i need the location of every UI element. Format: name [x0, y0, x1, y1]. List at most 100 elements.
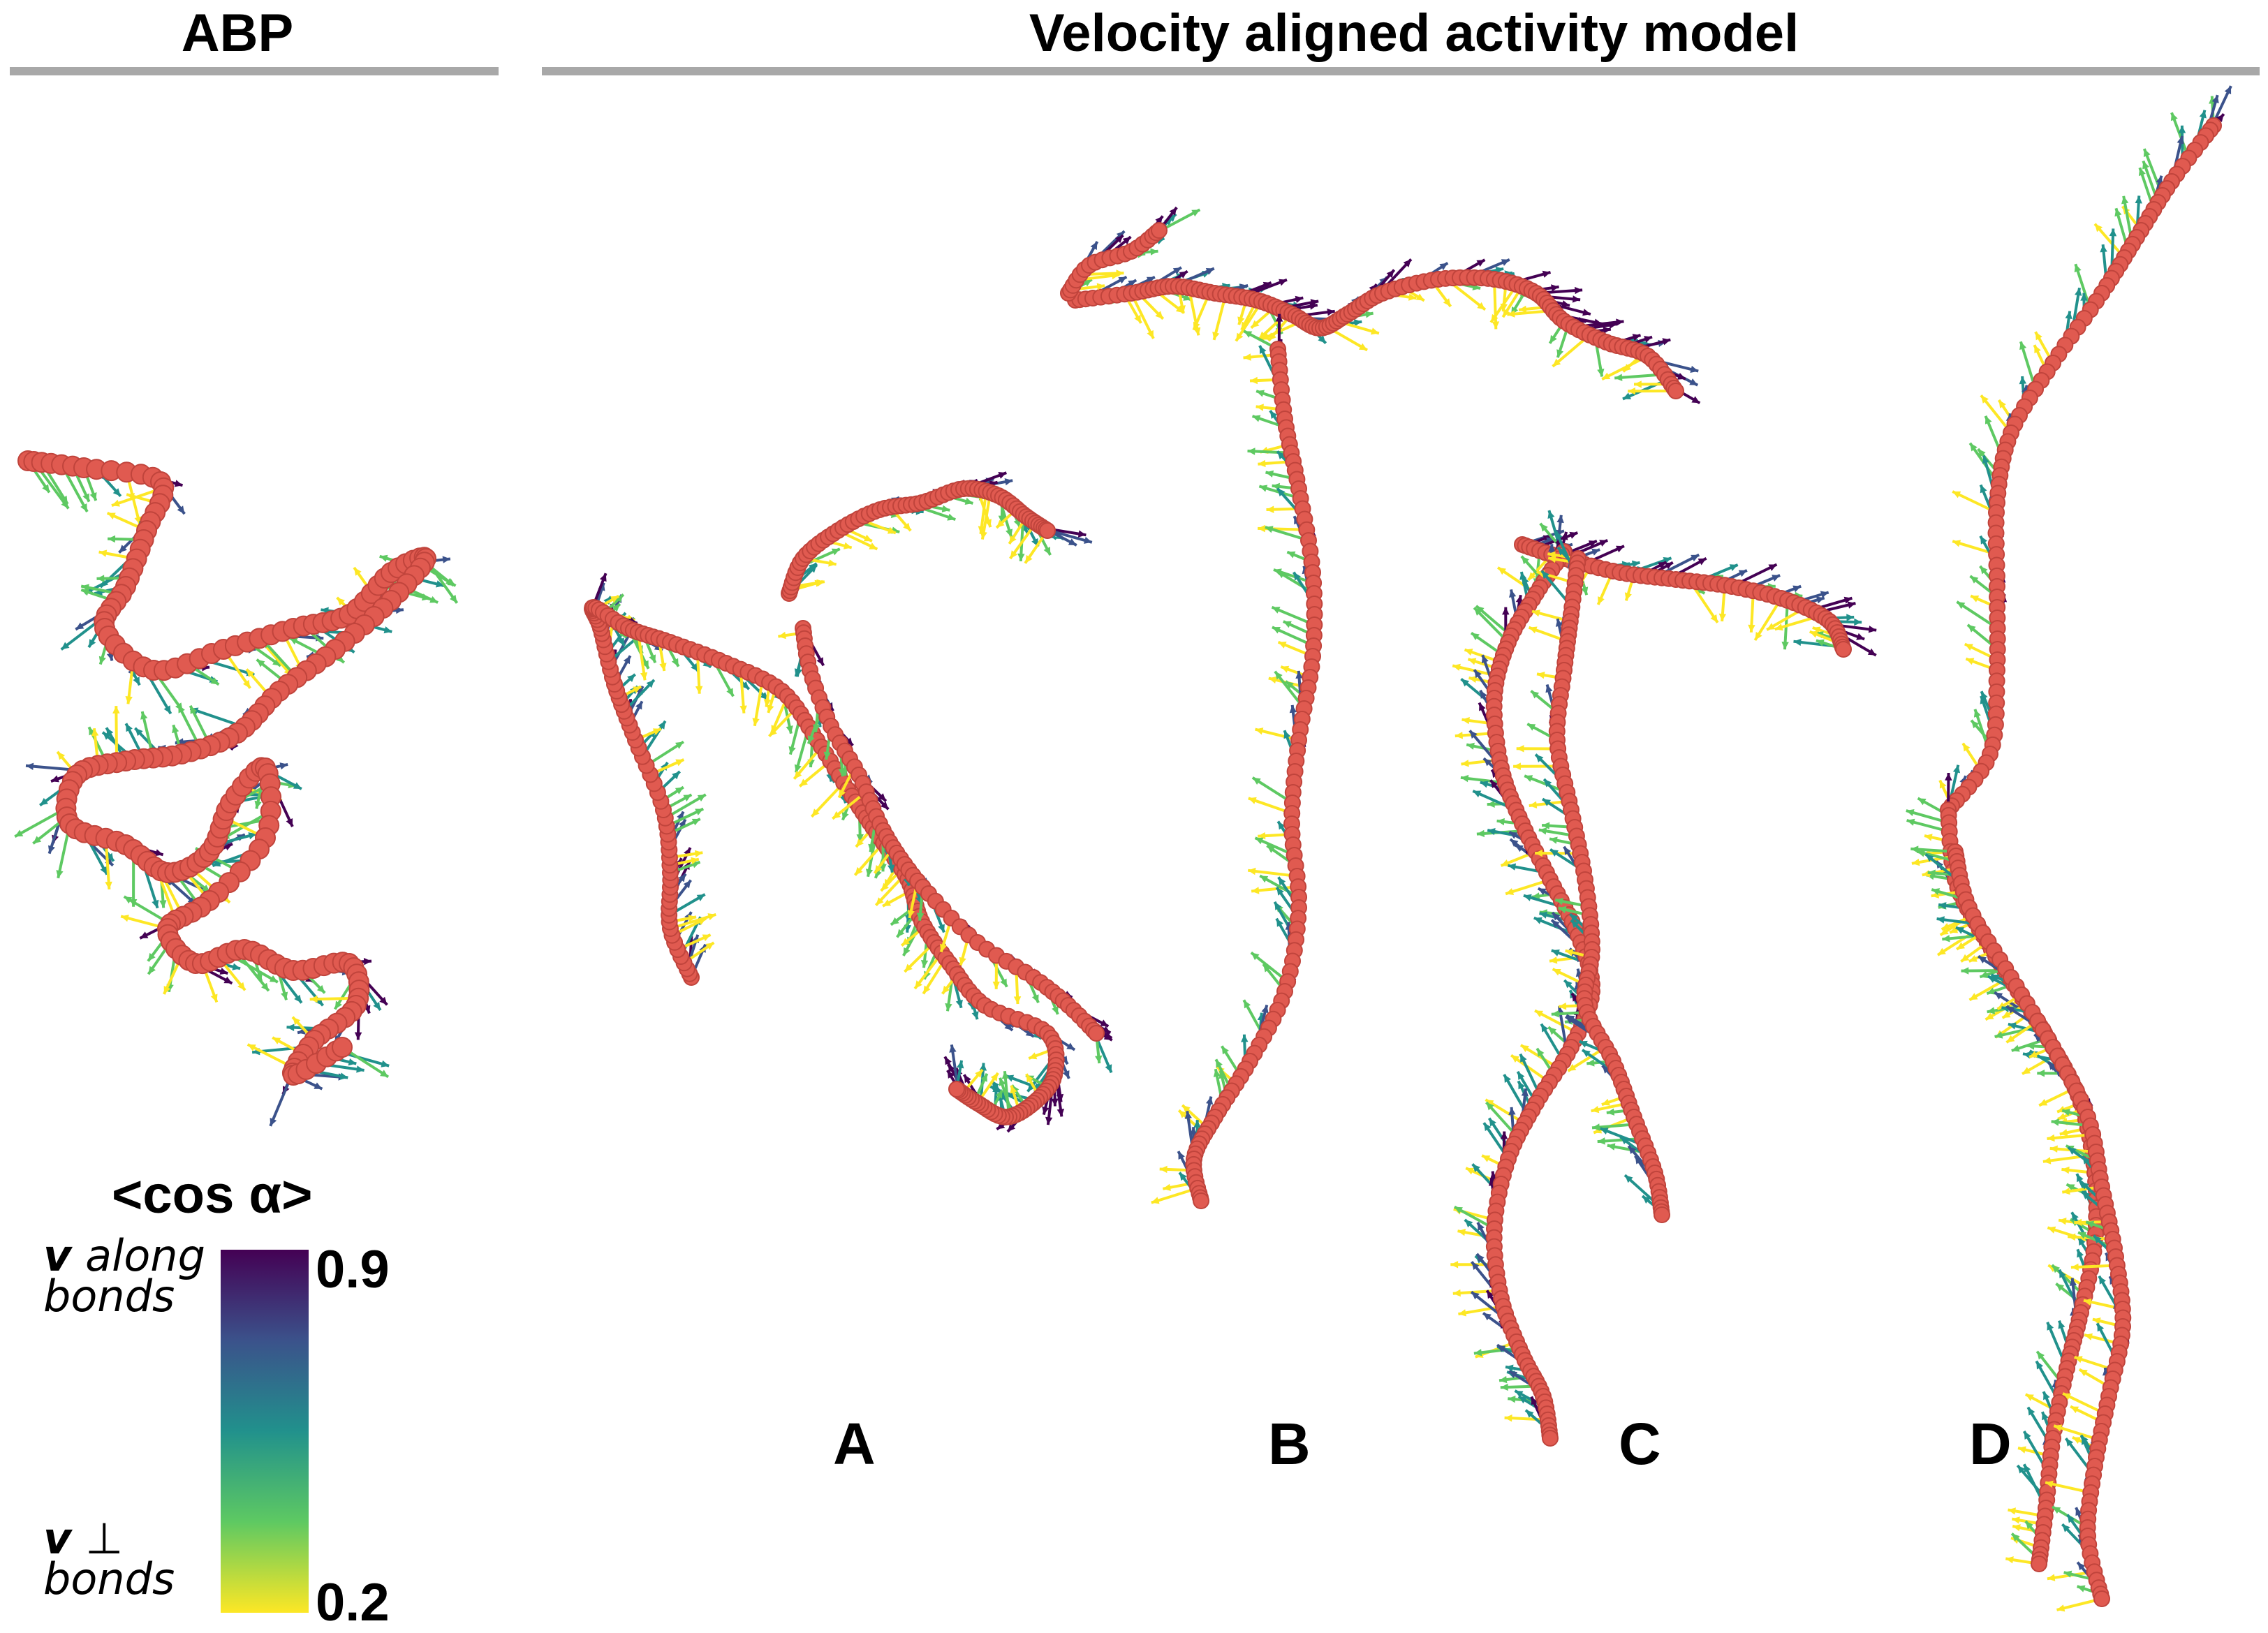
arrowhead — [1945, 773, 1952, 781]
arrowhead — [1241, 1035, 1248, 1042]
arrowhead — [1573, 295, 1580, 302]
panel-d-upper-beads — [1941, 118, 2221, 818]
arrowhead — [1505, 1414, 1512, 1421]
panel-c-strand-2 — [1513, 531, 1670, 1222]
arrowhead — [159, 900, 166, 908]
monomer-bead — [1089, 1026, 1104, 1041]
arrowhead — [1781, 642, 1788, 649]
monomer-bead — [332, 1037, 352, 1057]
arrowhead — [1253, 415, 1261, 422]
arrowhead — [1508, 1107, 1515, 1115]
arrowhead — [1552, 949, 1560, 956]
monomer-bead — [1542, 1431, 1558, 1446]
arrowhead — [105, 882, 112, 889]
arrowhead — [1029, 1052, 1037, 1059]
arrowhead — [1586, 1059, 1594, 1066]
panel-a-chain-1-beads — [584, 600, 1064, 1125]
monomer-bead — [1668, 383, 1684, 399]
arrowhead — [2012, 1045, 2020, 1052]
arrowhead — [1258, 460, 1265, 467]
arrowhead — [112, 706, 120, 714]
arrowhead — [287, 1024, 295, 1032]
abp-chain — [15, 451, 457, 1126]
arrowhead — [1017, 554, 1024, 561]
arrowhead — [1552, 1010, 1559, 1017]
monomer-bead — [1193, 1193, 1209, 1209]
arrowhead — [2047, 1227, 2056, 1234]
arrowhead — [1719, 614, 1726, 621]
arrowhead — [1014, 996, 1022, 1004]
arrowhead — [1974, 709, 1981, 718]
panel-d-upper-velocity-arrows — [1940, 86, 2231, 810]
arrowhead — [695, 686, 703, 694]
arrowhead — [1250, 377, 1258, 385]
panel-d-upper — [1940, 86, 2231, 818]
arrowhead — [97, 575, 105, 582]
arrowhead — [1942, 935, 1950, 942]
arrowhead — [2019, 376, 2026, 384]
panel-a-chain-2 — [781, 472, 1092, 601]
arrowhead — [1248, 448, 1256, 455]
arrowhead — [2139, 168, 2146, 176]
colorbar-min-label: 0.2 — [316, 1572, 390, 1633]
bonds-text-top: bonds — [43, 1271, 175, 1322]
monomer-bead — [1040, 523, 1055, 538]
arrowhead — [1455, 732, 1463, 739]
arrowhead — [51, 776, 59, 783]
arrowhead — [1598, 1137, 1605, 1145]
arrowhead — [1244, 353, 1251, 360]
arrowhead — [1160, 1166, 1168, 1173]
arrowhead — [1748, 625, 1755, 633]
arrowhead — [993, 982, 1000, 989]
monomer-bead — [2094, 1591, 2109, 1606]
colorbar-title: <cos α> — [112, 1165, 313, 1225]
monomer-bead — [2031, 1556, 2047, 1572]
arrowhead — [1453, 1290, 1461, 1297]
colorbar-max-label: 0.9 — [316, 1239, 390, 1300]
monomer-bead — [1836, 642, 1851, 657]
arrowhead — [1602, 1099, 1610, 1106]
arrowhead — [2077, 1586, 2086, 1593]
arrowhead — [2050, 1146, 2058, 1153]
arrowhead — [1502, 607, 1510, 615]
colorbar-bottom-description: v ⊥ bonds — [43, 1519, 175, 1599]
arrowhead — [1634, 380, 1642, 387]
arrowhead — [1477, 830, 1485, 837]
arrowhead — [2059, 1321, 2066, 1329]
arrowhead — [1150, 248, 1158, 255]
panel-label-c: C — [1619, 1410, 1661, 1478]
arrowhead — [1614, 374, 1622, 381]
arrowhead — [355, 1033, 362, 1040]
arrowhead — [1258, 525, 1265, 533]
panel-label-a: A — [833, 1410, 876, 1478]
arrowhead — [108, 535, 115, 542]
panel-a-chain-3 — [778, 621, 1112, 1072]
panel-label-b: B — [1268, 1410, 1311, 1478]
arrowhead — [1117, 269, 1124, 276]
arrowhead — [1281, 666, 1289, 673]
arrowhead — [980, 1063, 987, 1071]
arrowhead — [2037, 1070, 2045, 1077]
arrowhead — [1492, 321, 1500, 329]
arrowhead — [81, 589, 89, 596]
colorbar-gradient — [221, 1250, 309, 1613]
arrowhead — [2179, 126, 2186, 133]
arrowhead — [1052, 1099, 1059, 1107]
arrowhead — [1267, 506, 1274, 514]
arrowhead — [364, 958, 371, 965]
panel-a-chain-1-backbone — [592, 607, 1056, 1117]
panel-a-chain-1 — [584, 573, 1075, 1132]
arrowhead — [1508, 1396, 1515, 1403]
panel-label-d: D — [1969, 1410, 2012, 1478]
arrowhead — [2135, 195, 2142, 203]
panel-b-top — [1068, 259, 1700, 403]
arrowhead — [2075, 264, 2082, 272]
panel-b-stem-beads — [1186, 341, 1322, 1209]
bonds-text-bottom: bonds — [43, 1553, 175, 1604]
arrowhead — [1505, 888, 1514, 895]
panel-a-chain-3-beads — [795, 621, 1104, 1041]
arrowhead — [1980, 971, 1988, 978]
arrowhead — [1251, 887, 1259, 894]
monomer-bead — [1654, 1207, 1670, 1222]
